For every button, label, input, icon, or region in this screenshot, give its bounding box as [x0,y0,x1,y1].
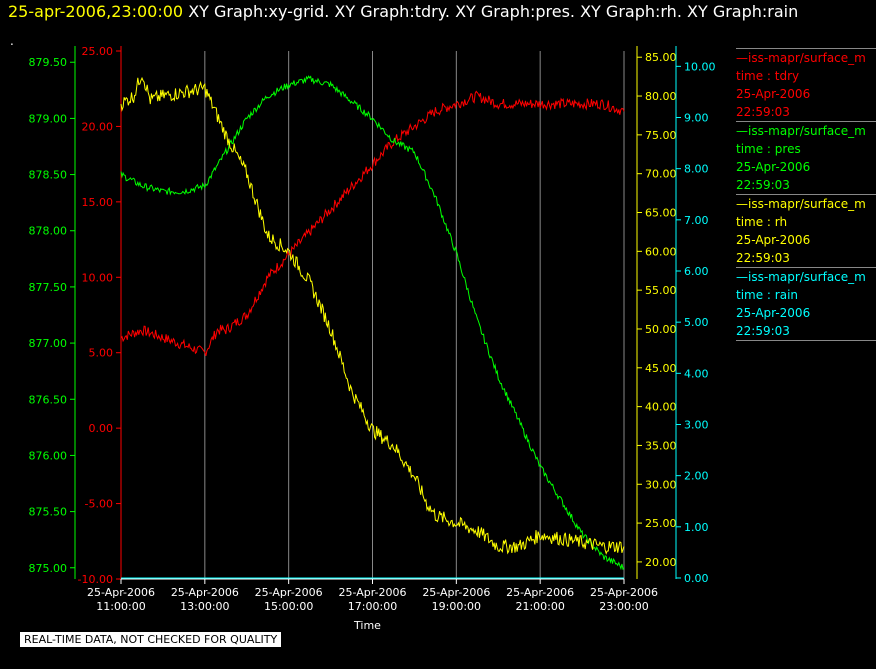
legend-time: 22:59:03 [736,251,790,265]
x-axis-label: Time [353,619,381,632]
rain-tick-label: 4.00 [684,367,709,380]
rh-tick-label: 25.00 [645,517,677,530]
x-tick-label-date: 25-Apr-2006 [171,586,239,599]
x-tick-label-date: 25-Apr-2006 [255,586,323,599]
rh-tick-label: 65.00 [645,207,677,220]
rh-tick-label: 40.00 [645,401,677,414]
pres-tick-label: 876.00 [29,449,68,462]
rain-tick-label: 9.00 [684,112,709,125]
x-tick-label-time: 21:00:00 [515,600,564,613]
tdry-tick-label: 10.00 [82,271,114,284]
x-tick-label-date: 25-Apr-2006 [87,586,155,599]
pres-tick-label: 877.00 [29,337,68,350]
x-tick-label-time: 23:00:00 [599,600,648,613]
rh-tick-label: 75.00 [645,129,677,142]
pres-tick-label: 876.50 [29,393,68,406]
x-tick-label-time: 19:00:00 [432,600,481,613]
tdry-tick-label: 20.00 [82,120,114,133]
page-title: 25-apr-2006,23:00:00 XY Graph:xy-grid. X… [8,2,798,21]
rh-tick-label: 55.00 [645,284,677,297]
rain-tick-label: 8.00 [684,163,709,176]
legend-separator [736,340,876,341]
rh-tick-label: 30.00 [645,478,677,491]
series-line-tdry [120,90,625,357]
pres-tick-label: 875.50 [29,506,68,519]
legend-time: 22:59:03 [736,105,790,119]
legend-name: —iss-mapr/surface_m [736,197,866,211]
legend-separator [736,48,876,49]
legend-time: 22:59:03 [736,178,790,192]
rain-tick-label: 3.00 [684,418,709,431]
pres-tick-label: 879.00 [29,112,68,125]
pres-tick-label: 878.00 [29,225,68,238]
legend-name: —iss-mapr/surface_m [736,51,866,65]
legend-date: 25-Apr-2006 [736,160,811,174]
rain-tick-label: 2.00 [684,470,709,483]
pres-tick-label: 877.50 [29,281,68,294]
series-line-rh [120,76,625,555]
x-tick-label-time: 11:00:00 [96,600,145,613]
legend: —iss-mapr/surface_m time : tdry 25-Apr-200… [736,48,876,341]
tdry-tick-label: 25.00 [82,45,114,58]
x-tick-label-time: 13:00:00 [180,600,229,613]
legend-separator [736,121,876,122]
tdry-tick-label: 5.00 [89,347,114,360]
legend-separator [736,194,876,195]
x-tick-label-date: 25-Apr-2006 [338,586,406,599]
rain-tick-label: 5.00 [684,316,709,329]
legend-name: —iss-mapr/surface_m [736,270,866,284]
x-tick-label-time: 17:00:00 [348,600,397,613]
rh-tick-label: 60.00 [645,245,677,258]
rh-tick-label: 50.00 [645,323,677,336]
legend-var: time : rh [736,215,788,229]
rh-tick-label: 45.00 [645,362,677,375]
title-timestamp: 25-apr-2006,23:00:00 [8,2,184,21]
rain-tick-label: 1.00 [684,521,709,534]
tdry-tick-label: 0.00 [89,422,114,435]
legend-date: 25-Apr-2006 [736,233,811,247]
rh-tick-label: 70.00 [645,168,677,181]
rh-tick-label: 85.00 [645,51,677,64]
legend-date: 25-Apr-2006 [736,306,811,320]
pres-tick-label: 875.00 [29,562,68,575]
title-graph-list: XY Graph:xy-grid. XY Graph:tdry. XY Grap… [188,2,799,21]
rh-tick-label: 35.00 [645,439,677,452]
pres-tick-label: 878.50 [29,169,68,182]
tdry-tick-label: -10.00 [78,573,113,586]
tdry-tick-label: -5.00 [85,498,113,511]
x-tick-label-date: 25-Apr-2006 [422,586,490,599]
rh-tick-label: 20.00 [645,556,677,569]
legend-separator [736,267,876,268]
rain-tick-label: 10.00 [684,60,716,73]
rain-tick-label: 7.00 [684,214,709,227]
x-tick-label-time: 15:00:00 [264,600,313,613]
legend-var: time : pres [736,142,801,156]
status-dot: . [10,34,14,48]
legend-name: —iss-mapr/surface_m [736,124,866,138]
x-tick-label-date: 25-Apr-2006 [590,586,658,599]
legend-date: 25-Apr-2006 [736,87,811,101]
series-line-pres [120,75,625,571]
x-tick-label-date: 25-Apr-2006 [506,586,574,599]
rh-tick-label: 80.00 [645,90,677,103]
tdry-tick-label: 15.00 [82,196,114,209]
legend-var: time : tdry [736,69,800,83]
legend-time: 22:59:03 [736,324,790,338]
rain-tick-label: 6.00 [684,265,709,278]
legend-var: time : rain [736,288,799,302]
quality-disclaimer: REAL-TIME DATA, NOT CHECKED FOR QUALITY [20,632,282,647]
pres-tick-label: 879.50 [29,56,68,69]
rain-tick-label: 0.00 [684,572,709,585]
